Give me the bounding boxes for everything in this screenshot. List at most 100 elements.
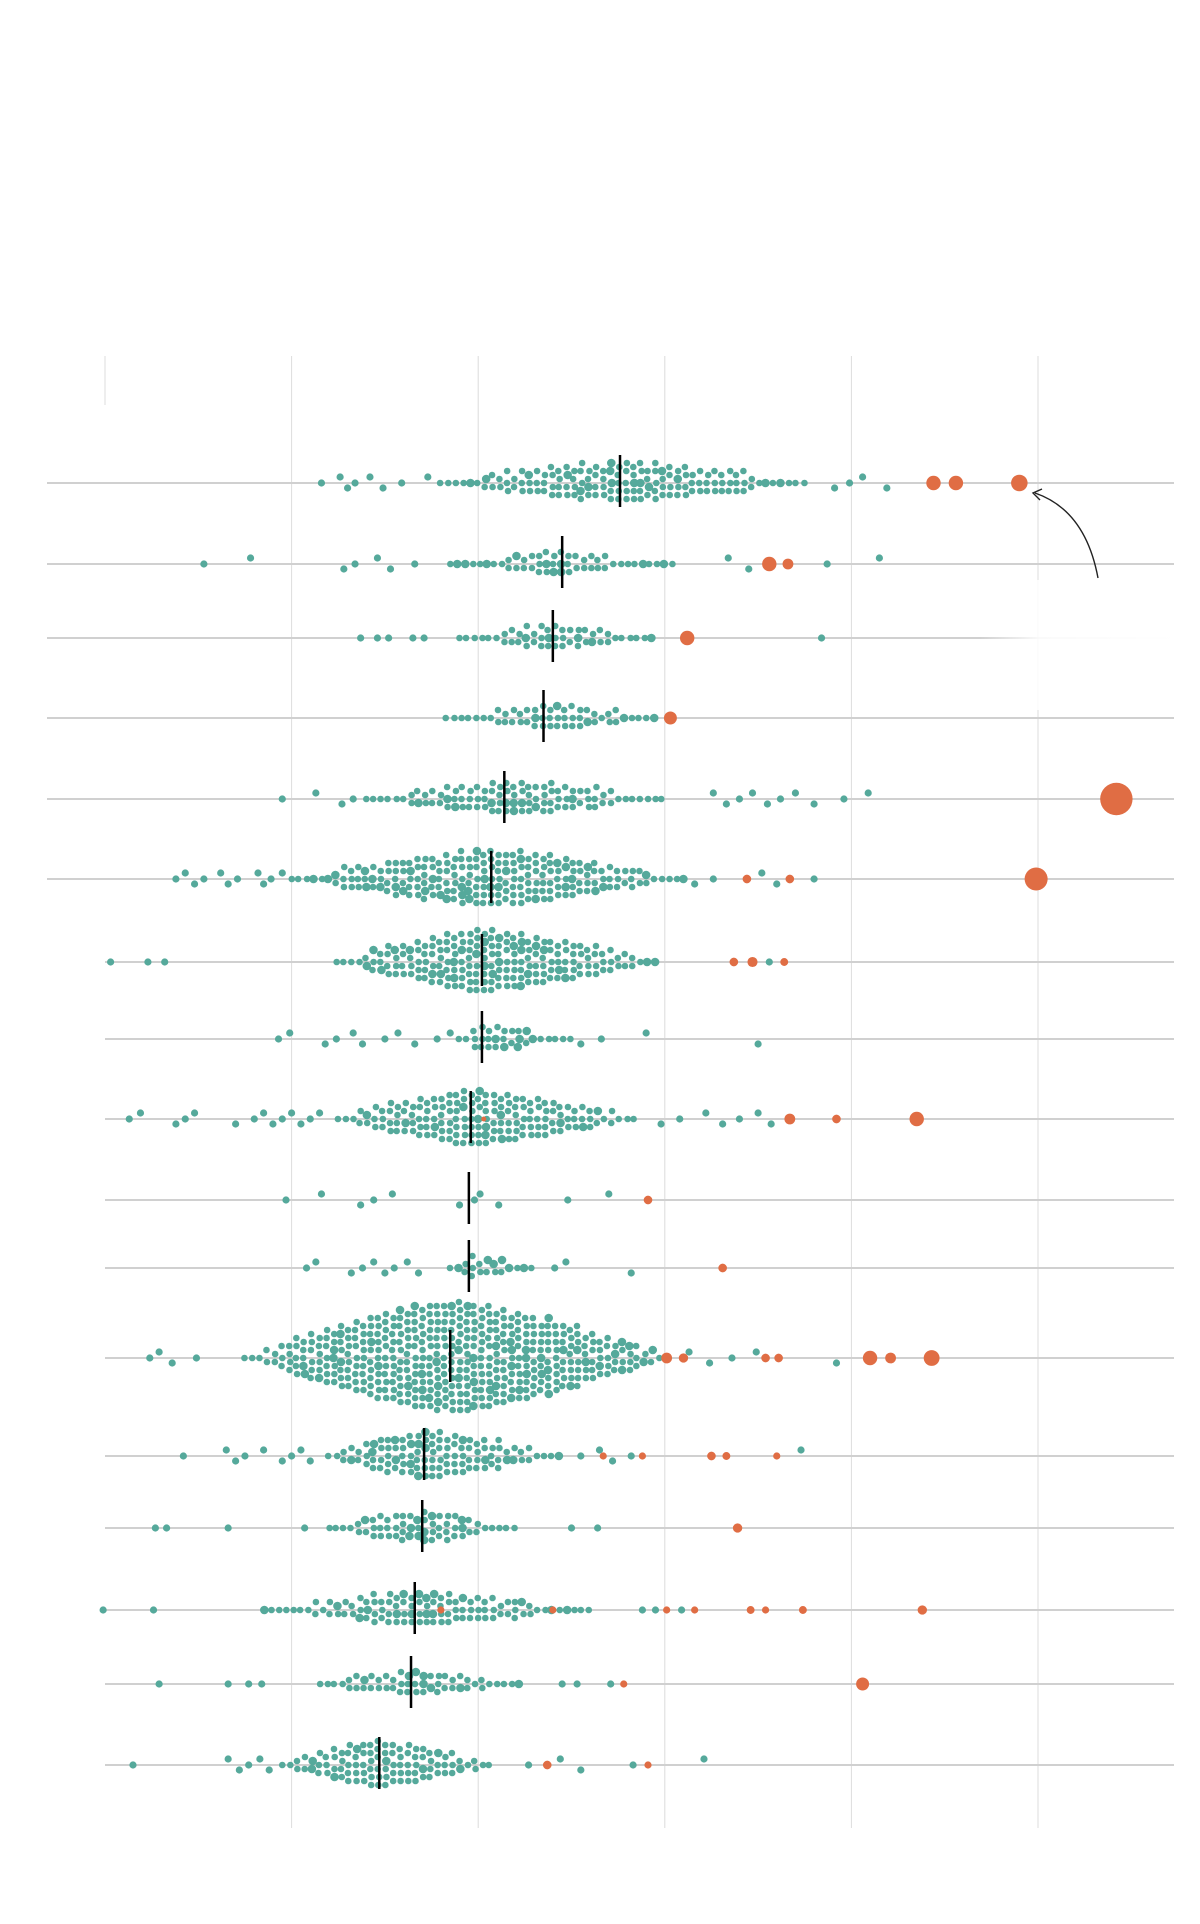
teal-dot xyxy=(635,714,642,722)
teal-dot xyxy=(330,1680,338,1688)
teal-dot xyxy=(375,1370,382,1378)
teal-dot xyxy=(533,1606,541,1614)
teal-dot xyxy=(278,1342,285,1350)
teal-dot xyxy=(426,1334,434,1342)
teal-dot xyxy=(629,1761,637,1769)
teal-dot xyxy=(306,1115,314,1123)
teal-dot xyxy=(518,863,525,871)
teal-dot xyxy=(511,1135,519,1143)
teal-dot xyxy=(286,1029,294,1037)
teal-dot xyxy=(200,875,208,883)
teal-dot xyxy=(520,556,528,564)
teal-dot xyxy=(491,1381,501,1391)
teal-dot xyxy=(360,1386,367,1394)
teal-dot xyxy=(589,1346,596,1354)
teal-dot xyxy=(613,883,621,891)
teal-dot xyxy=(553,722,561,730)
teal-dot xyxy=(528,1264,535,1272)
teal-dot xyxy=(480,1436,488,1444)
teal-dot xyxy=(537,1378,545,1386)
teal-dot xyxy=(389,1749,396,1757)
teal-dot xyxy=(677,1606,686,1614)
teal-dot xyxy=(443,1528,450,1536)
teal-dot xyxy=(278,1362,285,1370)
teal-dot xyxy=(586,1107,593,1115)
teal-dot xyxy=(516,630,523,638)
teal-dot xyxy=(685,1348,693,1356)
teal-dot xyxy=(441,1672,449,1680)
teal-dot xyxy=(583,946,591,954)
teal-dot xyxy=(399,1528,406,1536)
teal-dot xyxy=(530,1330,538,1338)
teal-dot xyxy=(452,1614,460,1622)
teal-dot xyxy=(339,1456,347,1464)
teal-dot xyxy=(547,807,554,815)
teal-dot xyxy=(478,1330,486,1338)
teal-dot xyxy=(501,718,509,726)
teal-dot xyxy=(421,791,429,799)
teal-dot xyxy=(499,1366,507,1374)
teal-dot xyxy=(530,1322,537,1330)
teal-dot xyxy=(564,1115,572,1123)
teal-dot xyxy=(567,874,577,884)
teal-dot xyxy=(518,891,525,899)
teal-dot xyxy=(656,1354,663,1362)
teal-dot xyxy=(517,974,525,982)
teal-dot xyxy=(398,479,406,487)
teal-dot xyxy=(351,1334,359,1342)
teal-dot xyxy=(415,1131,423,1139)
teal-dot xyxy=(700,1755,708,1763)
teal-dot xyxy=(396,1338,403,1346)
teal-dot xyxy=(355,1613,364,1623)
teal-dot xyxy=(576,486,585,496)
orange-dot xyxy=(549,1606,557,1614)
teal-dot xyxy=(172,1120,180,1128)
teal-dot xyxy=(517,930,525,938)
teal-dot xyxy=(385,1532,393,1540)
teal-dot xyxy=(517,1597,526,1607)
teal-dot xyxy=(458,1523,467,1533)
teal-dot xyxy=(442,851,450,859)
teal-dot xyxy=(449,1676,456,1684)
teal-dot xyxy=(446,1127,453,1135)
teal-dot xyxy=(547,799,554,807)
teal-dot xyxy=(592,463,600,471)
teal-dot xyxy=(465,1516,472,1524)
teal-dot xyxy=(381,1354,389,1362)
teal-dot xyxy=(526,487,534,495)
teal-dot xyxy=(606,863,614,871)
teal-dot xyxy=(480,986,488,994)
teal-dot xyxy=(500,1035,507,1043)
teal-dot xyxy=(638,1606,647,1614)
teal-dot xyxy=(459,1532,466,1540)
teal-dot xyxy=(370,958,377,966)
teal-dot xyxy=(600,875,607,883)
teal-dot xyxy=(474,926,481,934)
teal-dot xyxy=(532,978,540,986)
teal-dot xyxy=(486,1318,494,1326)
teal-dot xyxy=(810,875,818,883)
teal-dot xyxy=(413,1471,423,1481)
teal-dot xyxy=(471,1035,479,1043)
teal-dot xyxy=(488,1460,495,1468)
teal-dot xyxy=(474,795,482,803)
teal-dot xyxy=(538,622,545,630)
teal-dot xyxy=(562,1605,572,1615)
teal-dot xyxy=(493,1310,500,1318)
teal-dot xyxy=(682,491,690,499)
teal-dot xyxy=(875,554,883,562)
teal-dot xyxy=(331,870,340,880)
teal-dot xyxy=(493,1398,500,1406)
teal-dot xyxy=(553,875,561,883)
teal-dot xyxy=(546,895,554,903)
teal-dot xyxy=(537,1362,544,1370)
teal-dot xyxy=(423,1123,430,1131)
teal-dot xyxy=(241,1452,249,1460)
teal-dot xyxy=(494,1456,502,1464)
annotation-arrowhead xyxy=(1031,488,1043,501)
teal-dot xyxy=(552,701,562,711)
teal-dot xyxy=(404,1769,412,1777)
teal-dot xyxy=(510,875,518,883)
teal-dot xyxy=(374,1361,383,1371)
orange-dot xyxy=(926,475,941,491)
